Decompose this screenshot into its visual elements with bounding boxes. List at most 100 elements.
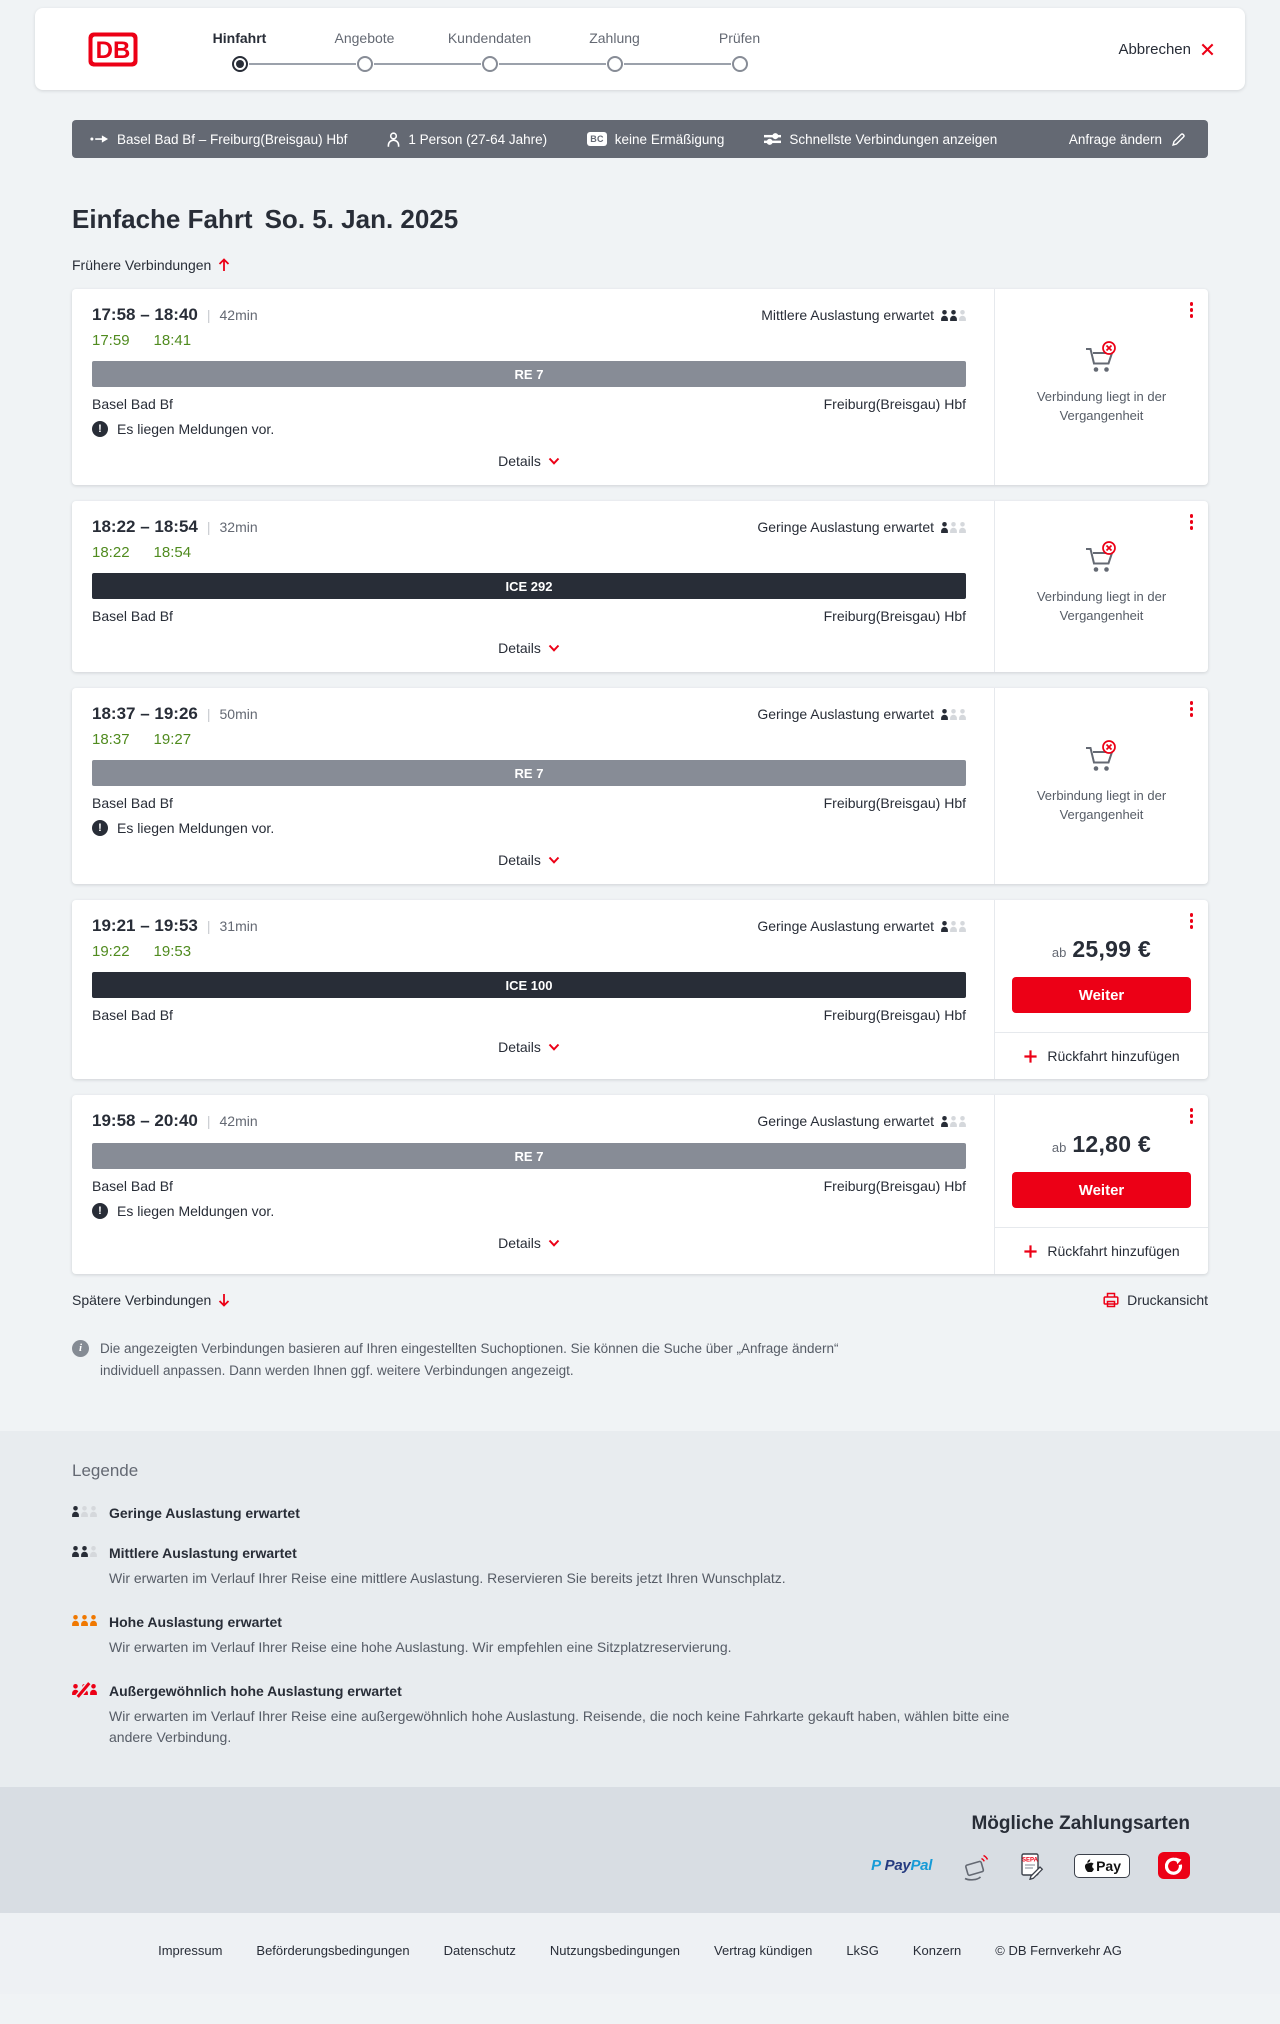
realtime-arrival: 19:53 xyxy=(153,943,192,960)
kebab-menu-icon[interactable] xyxy=(1188,911,1196,931)
train-bar: ICE 292 xyxy=(92,573,966,599)
details-toggle[interactable]: Details xyxy=(92,640,966,664)
occupancy-indicator: Mittlere Auslastung erwartet xyxy=(761,307,966,323)
sofort-icon xyxy=(1158,1852,1190,1880)
cart-unavailable-icon xyxy=(1085,540,1116,572)
past-connection-label: Verbindung liegt in der Vergangenheit xyxy=(1036,588,1167,623)
legend-item: Geringe Auslastung erwartet xyxy=(72,1505,1208,1521)
footer-link-konzern[interactable]: Konzern xyxy=(912,1942,962,1958)
origin-station: Basel Bad Bf xyxy=(92,1007,173,1023)
person-icon xyxy=(72,1614,79,1626)
person-icon xyxy=(959,309,966,321)
connection-duration: 32min xyxy=(219,519,258,535)
price-line: ab 12,80 € xyxy=(1012,1131,1191,1158)
details-toggle[interactable]: Details xyxy=(92,1039,966,1063)
kebab-menu-icon[interactable] xyxy=(1188,1106,1196,1126)
person-icon xyxy=(950,1115,957,1127)
occupancy-icon xyxy=(72,1614,98,1626)
earlier-connections-link[interactable]: Frühere Verbindungen xyxy=(72,257,1208,273)
origin-station: Basel Bad Bf xyxy=(92,1178,173,1194)
sliders-icon xyxy=(764,133,782,145)
occupancy-icon xyxy=(72,1546,98,1558)
price-line: ab 25,99 € xyxy=(1012,936,1191,963)
occupancy-indicator: Geringe Auslastung erwartet xyxy=(757,918,966,934)
cart-unavailable-icon xyxy=(1085,341,1116,372)
kebab-menu-icon[interactable] xyxy=(1188,699,1196,719)
occupancy-label: Geringe Auslastung erwartet xyxy=(757,706,934,722)
svg-text:SEPA: SEPA xyxy=(1022,1857,1039,1863)
weiter-button[interactable]: Weiter xyxy=(1012,1172,1191,1208)
step-dot-icon xyxy=(356,56,373,72)
connection-duration: 31min xyxy=(219,918,258,934)
later-connections-link[interactable]: Spätere Verbindungen xyxy=(72,1292,230,1308)
legend-section: Legende Geringe Auslastung erwartet Mitt… xyxy=(0,1431,1280,1787)
connection-times: 17:58 – 18:40 xyxy=(92,305,198,324)
occupancy-icon xyxy=(72,1506,98,1518)
connection-main: 19:21 – 19:53 | 31min Geringe Auslastung e… xyxy=(72,900,994,1079)
past-connection-panel: Verbindung liegt in der Vergangenheit xyxy=(995,289,1208,485)
footer-link-lksg[interactable]: LkSG xyxy=(846,1942,879,1958)
destination-station: Freiburg(Breisgau) Hbf xyxy=(823,608,966,624)
realtime-arrival: 19:27 xyxy=(153,731,192,748)
origin-station: Basel Bad Bf xyxy=(92,608,173,624)
add-return-button[interactable]: Rückfahrt hinzufügen xyxy=(1012,1228,1191,1274)
footer-link-nutzungsbedingungen[interactable]: Nutzungsbedingungen xyxy=(549,1942,681,1958)
edit-request-label: Anfrage ändern xyxy=(1068,131,1162,147)
fastest-connections-toggle[interactable]: Schnellste Verbindungen anzeigen xyxy=(764,132,997,147)
connection-card: 19:58 – 20:40 | 42min Geringe Auslastung e… xyxy=(72,1095,1208,1274)
train-bar: RE 7 xyxy=(92,361,966,387)
step-dot-icon xyxy=(606,56,623,72)
details-label: Details xyxy=(498,640,541,656)
edit-request-button[interactable]: Anfrage ändern xyxy=(1069,132,1186,147)
person-icon xyxy=(950,920,957,932)
connection-side-panel: Verbindung liegt in der Vergangenheit xyxy=(994,688,1208,884)
step-label: Angebote xyxy=(334,30,395,46)
kebab-menu-icon[interactable] xyxy=(1188,512,1196,532)
legend-items: Geringe Auslastung erwartet Mittlere Aus… xyxy=(72,1505,1208,1749)
person-icon xyxy=(941,920,948,932)
price-prefix: ab xyxy=(1051,1140,1067,1155)
details-toggle[interactable]: Details xyxy=(92,1235,966,1259)
person-icon xyxy=(90,1614,97,1626)
occupancy-icon xyxy=(941,521,966,533)
details-toggle[interactable]: Details xyxy=(92,453,966,477)
time-duration: 19:58 – 20:40 | 42min xyxy=(92,1111,258,1130)
details-label: Details xyxy=(498,1235,541,1251)
connection-side-panel: Verbindung liegt in der Vergangenheit xyxy=(994,501,1208,672)
person-icon xyxy=(90,1683,97,1695)
add-return-button[interactable]: Rückfahrt hinzufügen xyxy=(1012,1033,1191,1079)
legend-item-description: Wir erwarten im Verlauf Ihrer Reise eine… xyxy=(109,1707,1010,1746)
printer-icon xyxy=(1103,1292,1119,1308)
connection-card: 19:21 – 19:53 | 31min Geringe Auslastung e… xyxy=(72,900,1208,1079)
person-icon xyxy=(387,131,400,147)
realtime-arrival: 18:41 xyxy=(153,332,192,349)
connection-card: 18:37 – 19:26 | 50min Geringe Auslastung e… xyxy=(72,688,1208,884)
details-toggle[interactable]: Details xyxy=(92,852,966,876)
legend-title: Legende xyxy=(72,1461,139,1481)
connection-main: 18:22 – 18:54 | 32min Geringe Auslastung e… xyxy=(72,501,994,672)
destination-station: Freiburg(Breisgau) Hbf xyxy=(823,396,966,412)
connection-times: 19:21 – 19:53 xyxy=(92,916,198,935)
message-label: Es liegen Meldungen vor. xyxy=(117,421,275,437)
paypal-icon: P PayPal xyxy=(871,1857,933,1875)
footer-link-beförderungsbedingungen[interactable]: Beförderungsbedingungen xyxy=(256,1942,410,1958)
cancel-button[interactable]: Abbrechen xyxy=(1118,41,1215,58)
occupancy-label: Mittlere Auslastung erwartet xyxy=(761,307,934,323)
person-icon xyxy=(941,521,948,533)
kebab-menu-icon[interactable] xyxy=(1188,300,1196,320)
occupancy-label: Geringe Auslastung erwartet xyxy=(757,1113,934,1129)
occupancy-icon xyxy=(72,1681,98,1698)
person-icon xyxy=(90,1546,97,1558)
occupancy-icon xyxy=(941,309,966,321)
occupancy-indicator: Geringe Auslastung erwartet xyxy=(757,1113,966,1129)
connection-card: 18:22 – 18:54 | 32min Geringe Auslastung e… xyxy=(72,501,1208,672)
message-row: ! Es liegen Meldungen vor. xyxy=(92,421,966,437)
footer-link-vertrag-kündigen[interactable]: Vertrag kündigen xyxy=(714,1942,813,1958)
weiter-button[interactable]: Weiter xyxy=(1012,977,1191,1013)
person-icon xyxy=(81,1506,88,1518)
legend-item-description: Wir erwarten im Verlauf Ihrer Reise eine… xyxy=(109,1638,732,1655)
footer-link-impressum[interactable]: Impressum xyxy=(158,1942,223,1958)
cancel-label: Abbrechen xyxy=(1118,40,1191,58)
print-view-button[interactable]: Druckansicht xyxy=(1103,1292,1208,1308)
footer-link-datenschutz[interactable]: Datenschutz xyxy=(443,1942,516,1958)
